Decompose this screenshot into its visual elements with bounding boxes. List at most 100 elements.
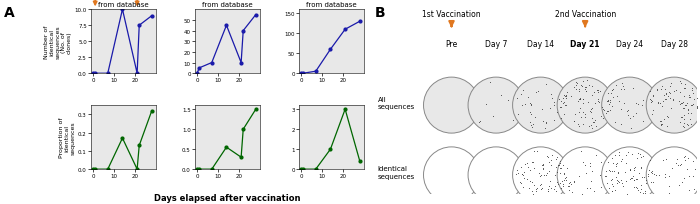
Point [549, 188, 560, 191]
Point [689, 187, 700, 190]
Point [540, 127, 551, 130]
Point [606, 178, 617, 182]
Point [673, 184, 685, 187]
Point [617, 185, 629, 188]
Point [577, 123, 588, 126]
Point [679, 83, 690, 86]
Point [691, 105, 700, 109]
Point [660, 92, 671, 95]
Point [636, 104, 648, 107]
Point [579, 113, 590, 116]
Point [539, 174, 550, 177]
Point [606, 178, 617, 181]
Point [592, 89, 603, 92]
Point [678, 95, 690, 98]
Ellipse shape [512, 78, 568, 133]
Point [664, 185, 675, 188]
Point [668, 99, 679, 103]
Point [637, 99, 648, 102]
Point [535, 175, 546, 178]
Point [542, 194, 554, 197]
Point [636, 156, 647, 159]
Point [608, 185, 619, 188]
Point [570, 84, 582, 87]
Point [624, 168, 636, 171]
Point [570, 81, 582, 85]
Point [678, 121, 690, 125]
Point [554, 159, 566, 163]
Point [475, 120, 486, 123]
Point [557, 101, 568, 105]
Point [594, 101, 605, 104]
Point [638, 191, 649, 195]
Point [653, 102, 664, 105]
Point [556, 180, 567, 183]
Point [585, 111, 596, 114]
Point [512, 172, 524, 175]
Ellipse shape [424, 78, 480, 133]
Point [691, 96, 700, 100]
Point [624, 177, 635, 181]
Point [675, 91, 686, 94]
Point [556, 186, 567, 190]
Point [575, 115, 587, 119]
Point [528, 194, 540, 197]
Point [542, 155, 553, 158]
Point [595, 161, 606, 164]
Point [540, 121, 552, 124]
Point [596, 105, 608, 109]
Point [516, 93, 527, 96]
Point [555, 167, 566, 170]
Point [581, 186, 592, 190]
Point [545, 92, 557, 96]
Point [678, 126, 690, 129]
Text: Pre: Pre [445, 40, 458, 49]
Point [526, 113, 537, 116]
Point [585, 187, 596, 190]
Text: Day 28: Day 28 [661, 40, 687, 49]
Point [518, 186, 529, 189]
Point [551, 171, 562, 174]
Point [545, 179, 556, 182]
Point [557, 164, 568, 167]
Point [668, 98, 679, 101]
Point [545, 159, 557, 162]
Point [573, 125, 584, 128]
Point [565, 182, 576, 185]
Point [601, 175, 612, 178]
Point [552, 111, 563, 114]
Point [608, 169, 620, 173]
Point [590, 125, 601, 128]
Point [538, 164, 549, 167]
Point [559, 172, 570, 175]
Point [620, 154, 631, 157]
Point [676, 116, 687, 119]
Point [627, 195, 638, 198]
Point [611, 161, 622, 164]
Point [654, 102, 666, 105]
Point [645, 180, 656, 184]
Point [630, 102, 641, 105]
Point [576, 192, 587, 195]
Point [665, 106, 676, 110]
Point [577, 84, 588, 88]
Point [559, 172, 570, 175]
Point [671, 198, 682, 201]
Point [578, 98, 589, 101]
Point [681, 123, 692, 126]
Point [566, 95, 577, 99]
Point [684, 96, 695, 99]
Point [531, 187, 542, 191]
Point [508, 118, 519, 122]
Point [598, 108, 609, 111]
Point [526, 103, 537, 106]
Point [522, 162, 533, 165]
Point [634, 191, 645, 194]
Point [517, 172, 528, 176]
Point [630, 178, 641, 181]
Point [554, 182, 566, 185]
Point [545, 163, 556, 166]
Point [487, 114, 498, 118]
Point [524, 102, 536, 105]
Point [519, 162, 531, 165]
